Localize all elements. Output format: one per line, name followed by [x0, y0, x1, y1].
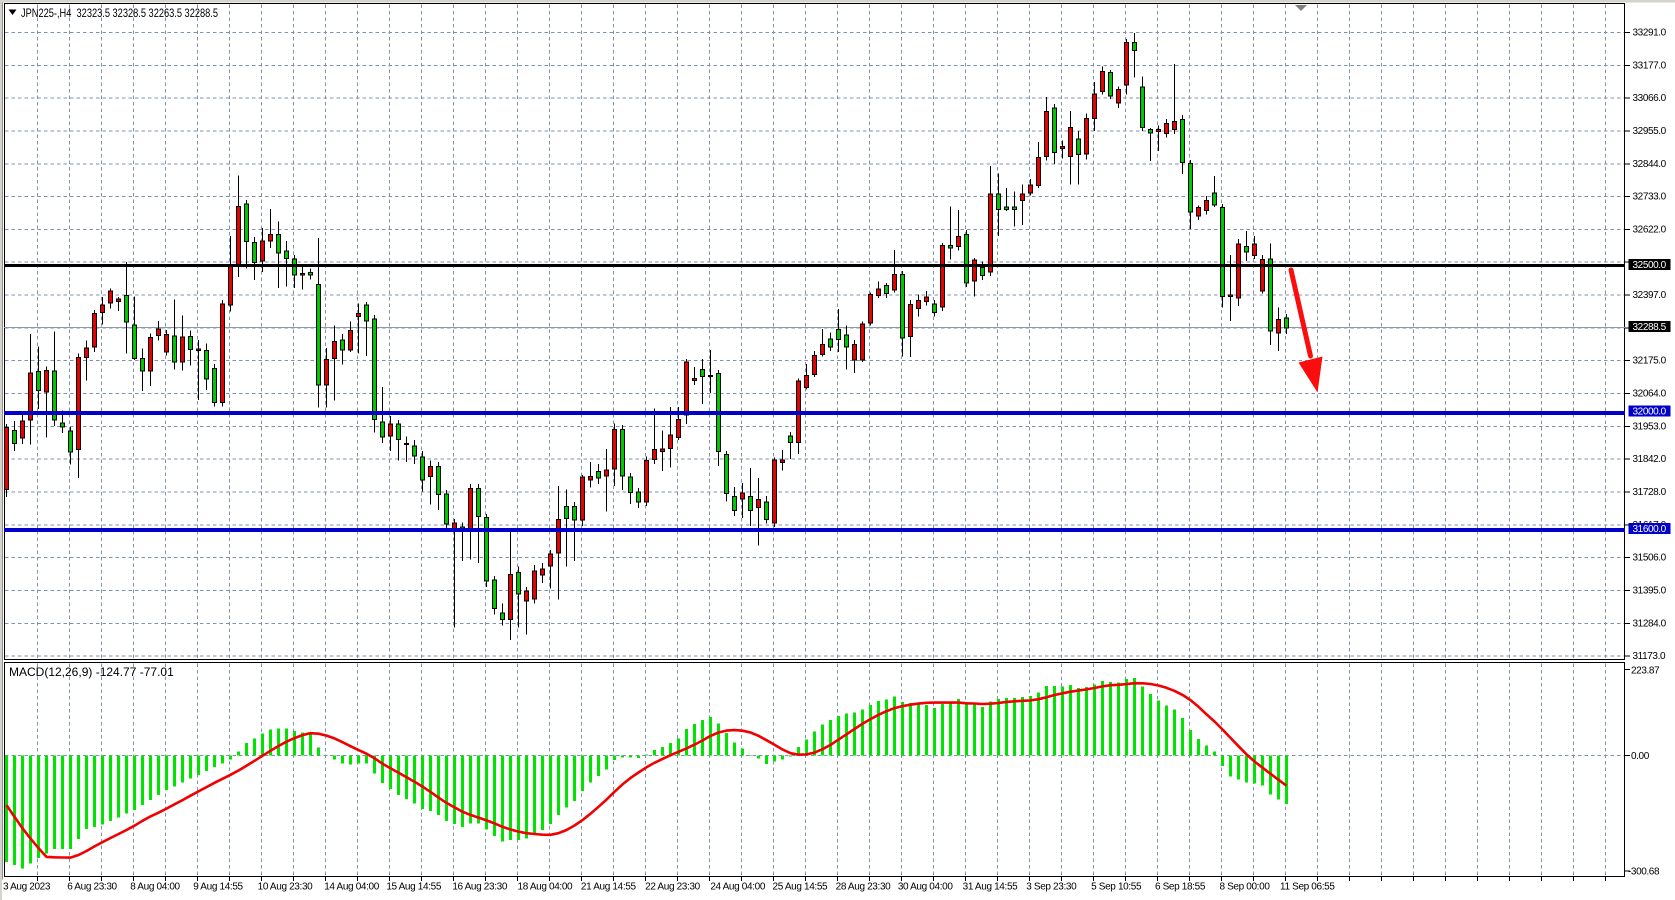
svg-text:6 Aug 23:30: 6 Aug 23:30: [67, 882, 117, 893]
svg-text:32397.0: 32397.0: [1633, 290, 1667, 301]
svg-text:32844.0: 32844.0: [1633, 159, 1667, 170]
svg-text:18 Aug 04:00: 18 Aug 04:00: [518, 882, 574, 893]
svg-text:32064.0: 32064.0: [1633, 389, 1667, 400]
svg-text:21 Aug 14:55: 21 Aug 14:55: [581, 882, 637, 893]
svg-text:32733.0: 32733.0: [1633, 192, 1667, 203]
svg-text:0.00: 0.00: [1631, 751, 1650, 762]
svg-text:10 Aug 23:30: 10 Aug 23:30: [258, 882, 314, 893]
svg-text:30 Aug 04:00: 30 Aug 04:00: [898, 882, 954, 893]
svg-text:31728.0: 31728.0: [1633, 487, 1667, 498]
svg-text:-300.68: -300.68: [1628, 867, 1660, 878]
svg-text:31842.0: 31842.0: [1633, 454, 1667, 465]
svg-text:33066.0: 33066.0: [1633, 93, 1667, 104]
svg-text:31506.0: 31506.0: [1633, 553, 1667, 564]
svg-text:32500.0: 32500.0: [1633, 260, 1667, 271]
svg-text:24 Aug 04:00: 24 Aug 04:00: [710, 882, 766, 893]
svg-text:8 Sep 00:00: 8 Sep 00:00: [1219, 882, 1270, 893]
svg-text:6 Sep 18:55: 6 Sep 18:55: [1155, 882, 1206, 893]
svg-text:15 Aug 14:55: 15 Aug 14:55: [386, 882, 442, 893]
svg-text:32955.0: 32955.0: [1633, 126, 1667, 137]
svg-text:9 Aug 14:55: 9 Aug 14:55: [193, 882, 243, 893]
svg-text:32000.0: 32000.0: [1633, 407, 1667, 418]
svg-text:14 Aug 04:00: 14 Aug 04:00: [324, 882, 380, 893]
svg-text:31600.0: 31600.0: [1633, 524, 1667, 535]
svg-text:25 Aug 14:55: 25 Aug 14:55: [773, 882, 829, 893]
svg-text:32288.5: 32288.5: [1633, 322, 1667, 333]
svg-text:3 Aug 2023: 3 Aug 2023: [3, 882, 51, 893]
svg-text:11 Sep 06:55: 11 Sep 06:55: [1280, 882, 1335, 893]
svg-text:16 Aug 23:30: 16 Aug 23:30: [452, 882, 508, 893]
svg-text:32622.0: 32622.0: [1633, 225, 1667, 236]
svg-text:33177.0: 33177.0: [1633, 61, 1667, 72]
svg-text:33291.0: 33291.0: [1633, 28, 1667, 39]
svg-text:MACD(12,26,9) -124.77 -77.01: MACD(12,26,9) -124.77 -77.01: [9, 665, 174, 679]
svg-text:JPN225-,H4 32323.5 32328.5 32: JPN225-,H4 32323.5 32328.5 32263.5 32288…: [21, 6, 218, 20]
svg-text:31953.0: 31953.0: [1633, 422, 1667, 433]
svg-text:8 Aug 04:00: 8 Aug 04:00: [130, 882, 180, 893]
svg-text:31284.0: 31284.0: [1633, 619, 1667, 630]
svg-text:28 Aug 23:30: 28 Aug 23:30: [836, 882, 892, 893]
svg-text:22 Aug 23:30: 22 Aug 23:30: [645, 882, 701, 893]
svg-text:31173.0: 31173.0: [1633, 651, 1666, 662]
svg-text:31 Aug 14:55: 31 Aug 14:55: [963, 882, 1019, 893]
svg-text:5 Sep 10:55: 5 Sep 10:55: [1091, 882, 1142, 893]
svg-text:32175.0: 32175.0: [1633, 356, 1667, 367]
svg-text:31395.0: 31395.0: [1633, 586, 1667, 597]
svg-text:3 Sep 23:30: 3 Sep 23:30: [1026, 882, 1077, 893]
svg-text:223.87: 223.87: [1631, 666, 1660, 677]
